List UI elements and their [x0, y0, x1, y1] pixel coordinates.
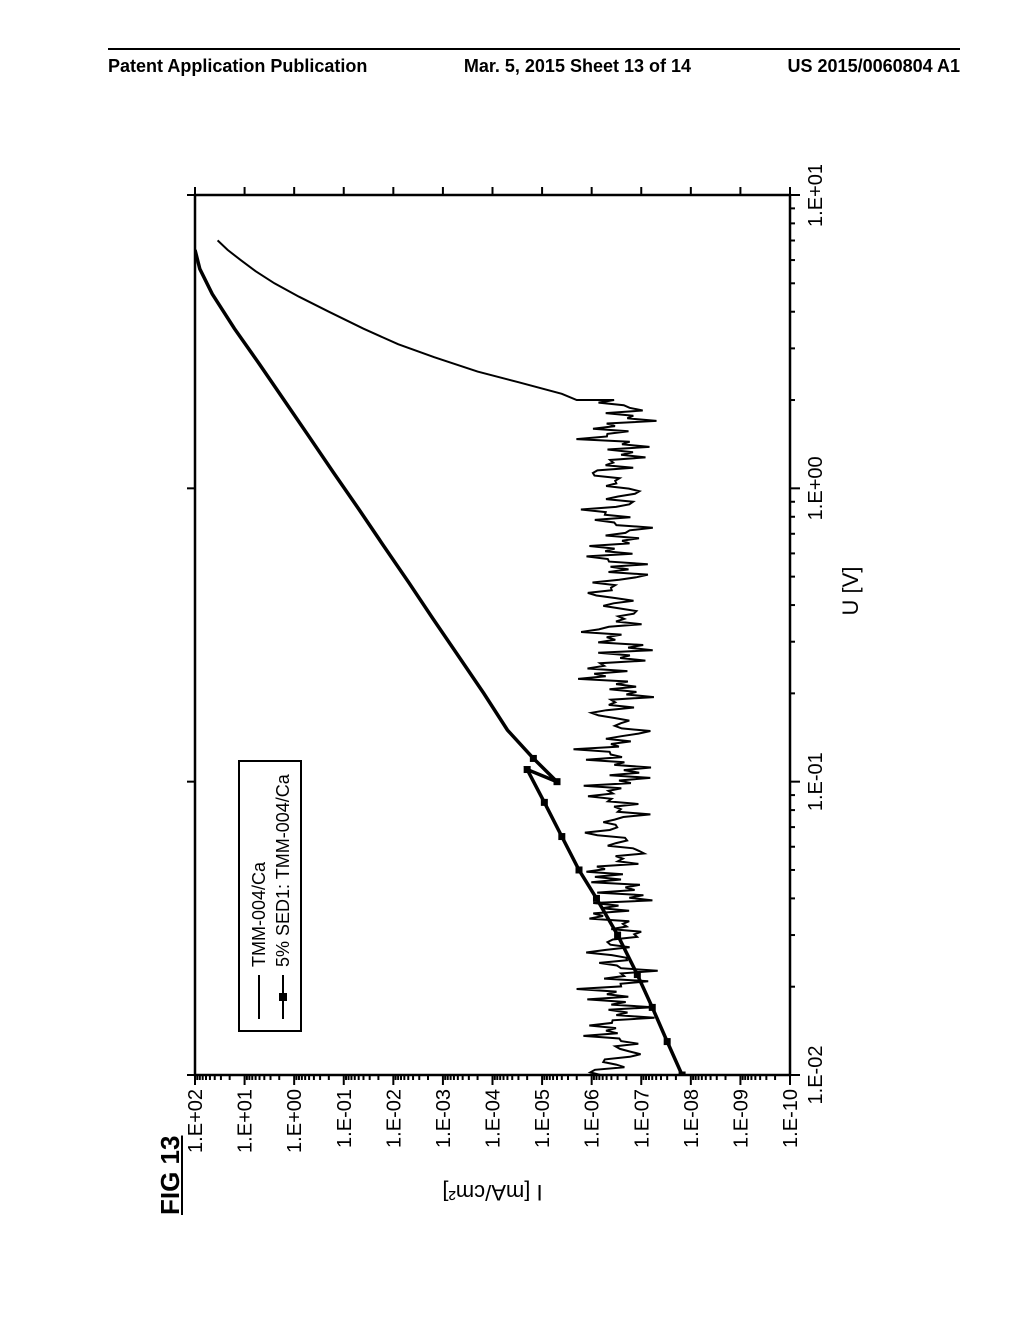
y-tick-label: 1.E-06	[582, 1089, 604, 1148]
header-left: Patent Application Publication	[108, 56, 367, 77]
y-tick-label: 1.E-02	[383, 1089, 405, 1148]
y-tick-label: 1.E+02	[185, 1089, 207, 1153]
y-tick-label: 1.E-05	[532, 1089, 554, 1148]
y-tick-label: 1.E+01	[235, 1089, 257, 1153]
header-center: Mar. 5, 2015 Sheet 13 of 14	[464, 56, 691, 77]
x-axis-label: U [V]	[838, 567, 863, 616]
y-tick-label: 1.E-01	[334, 1089, 356, 1148]
y-tick-label: 1.E-10	[780, 1089, 802, 1148]
y-tick-label: 1.E-08	[681, 1089, 703, 1148]
x-tick-label: 1.E-01	[805, 752, 827, 811]
x-tick-label: 1.E+01	[805, 165, 827, 227]
x-tick-label: 1.E+00	[805, 456, 827, 520]
y-tick-label: 1.E-04	[483, 1089, 505, 1148]
y-tick-label: 1.E+00	[284, 1089, 306, 1153]
y-axis-label: I [mA/cm²]	[442, 1180, 542, 1205]
x-tick-label: 1.E-02	[805, 1046, 827, 1105]
y-tick-label: 1.E-07	[631, 1089, 653, 1148]
header-right: US 2015/0060804 A1	[788, 56, 960, 77]
legend-entry-2: 5% SED1: TMM-004/Ca	[273, 773, 293, 967]
iv-chart: 1.E-10 1.E-09 1.E-08 1.E-07 1.E-06 1.E-05 1.E-…	[145, 165, 885, 1215]
y-tick-label: 1.E-03	[433, 1089, 455, 1148]
legend-entry-1: TMM-004/Ca	[249, 861, 269, 967]
y-tick-label: 1.E-09	[730, 1089, 752, 1148]
figure-label: FIG 13	[155, 1136, 186, 1215]
